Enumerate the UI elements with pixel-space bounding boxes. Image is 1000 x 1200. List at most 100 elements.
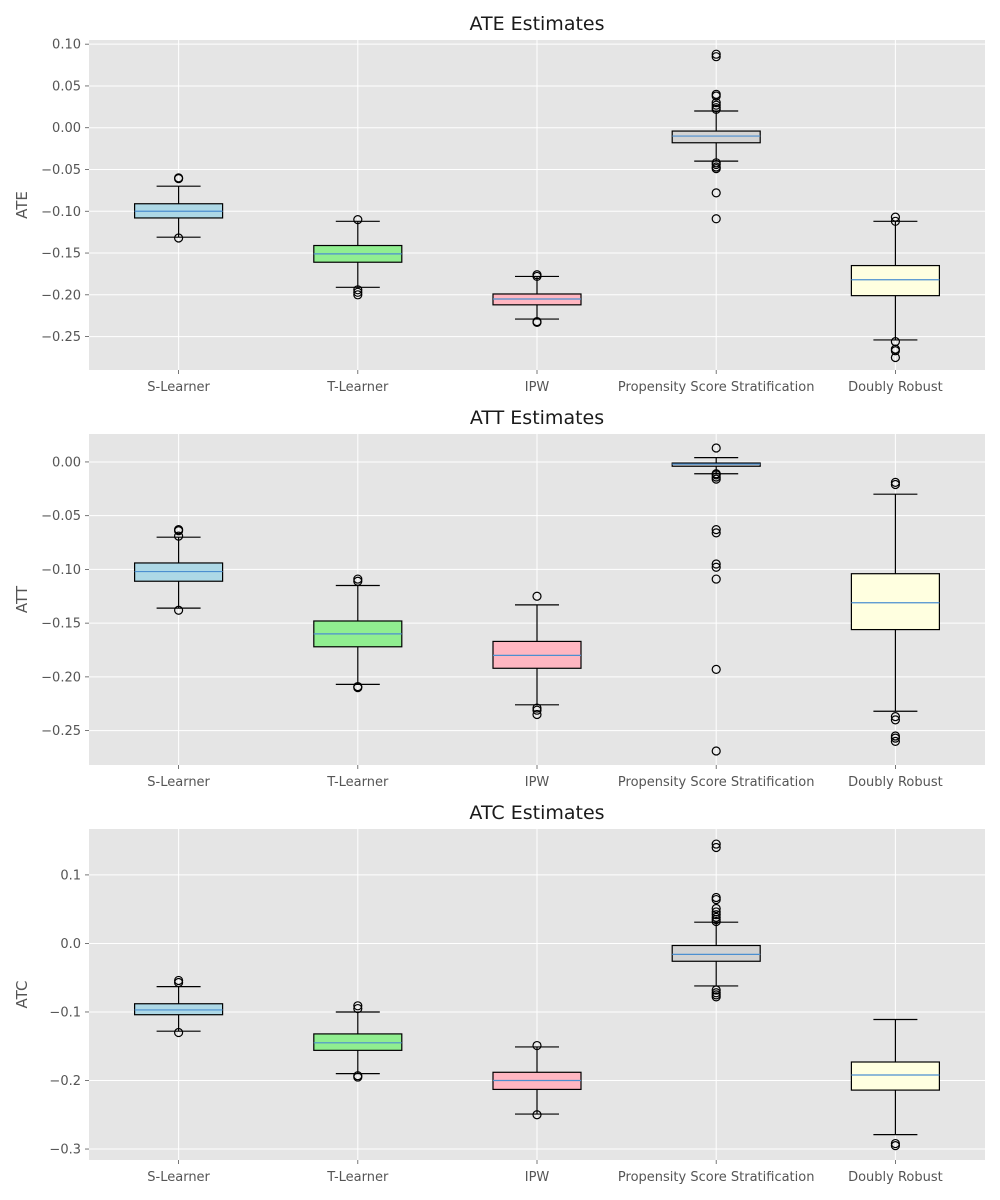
y-tick-label: −0.2 <box>49 1074 81 1089</box>
x-tick-label: IPW <box>525 1170 550 1185</box>
y-tick-label: −0.1 <box>49 1005 81 1020</box>
box-s-learner <box>134 525 224 615</box>
iqr-box <box>134 1003 224 1016</box>
outlier-point <box>532 317 542 327</box>
outlier-point <box>890 352 901 363</box>
outlier-point <box>711 525 721 535</box>
y-tick-label: −0.05 <box>41 163 81 178</box>
outlier-point <box>174 233 184 243</box>
x-tick-label: Doubly Robust <box>848 380 943 395</box>
y-axis-label: ATT <box>13 585 31 613</box>
outlier-point <box>532 1040 542 1051</box>
x-tick-label: Propensity Score Stratification <box>618 380 815 395</box>
outlier-point <box>353 683 363 693</box>
outlier-point <box>711 159 721 170</box>
y-tick-label: −0.10 <box>41 205 81 220</box>
y-tick-label: −0.10 <box>41 563 81 578</box>
outlier-point <box>174 526 184 536</box>
box-doubly-robust <box>850 212 941 363</box>
x-tick-label: T-Learner <box>326 775 389 790</box>
outlier-point <box>711 562 721 572</box>
x-tick-label: IPW <box>525 380 550 395</box>
outlier-point <box>353 1072 363 1082</box>
outlier-point <box>890 479 901 490</box>
x-tick-label: Doubly Robust <box>848 1170 943 1185</box>
box-doubly-robust <box>850 477 941 746</box>
x-tick-label: T-Learner <box>326 380 389 395</box>
outlier-point <box>353 287 363 297</box>
outlier-point <box>890 1141 901 1151</box>
y-axis-label: ATE <box>13 191 31 219</box>
outlier-point <box>890 733 901 743</box>
box-ipw <box>492 270 582 327</box>
outlier-point <box>890 346 901 356</box>
y-tick-label: −0.25 <box>41 330 81 345</box>
x-tick-label: T-Learner <box>326 1170 389 1185</box>
outlier-point <box>890 715 901 725</box>
outlier-point <box>532 1110 542 1120</box>
outlier-point <box>711 91 721 101</box>
outlier-point <box>711 992 721 1002</box>
outlier-point <box>174 1027 184 1038</box>
outlier-point <box>711 839 721 849</box>
subplot-title: ATE Estimates <box>470 13 605 35</box>
subplot-ate: 0.10 0.05 0.00 −0.05 −0.10 −0.15 −0.20 −0.25 S-L… <box>13 13 985 395</box>
y-tick-label: −0.05 <box>41 509 81 524</box>
box-t-learner <box>313 574 403 693</box>
outlier-point <box>711 985 721 995</box>
x-tick-label: S-Learner <box>147 775 210 790</box>
box-s-learner <box>134 173 224 243</box>
outlier-point <box>711 664 721 674</box>
outlier-point <box>532 271 542 282</box>
outlier-point <box>890 736 901 746</box>
iqr-box <box>850 264 941 297</box>
iqr-box <box>671 130 761 144</box>
iqr-box <box>850 1061 941 1091</box>
x-tick-label: S-Learner <box>147 1170 210 1185</box>
y-tick-label: −0.3 <box>49 1143 81 1158</box>
outlier-point <box>711 52 721 62</box>
box-t-learner <box>313 1001 403 1082</box>
box-propensity-score-stratification <box>671 839 761 1002</box>
y-tick-label: −0.25 <box>41 724 81 739</box>
outlier-point <box>532 705 542 715</box>
subplot-atc: 0.1 0.0 −0.1 −0.2 −0.3 S-Learner T-Learner IPW P… <box>13 802 985 1185</box>
outlier-point <box>711 559 721 569</box>
outlier-point <box>174 531 184 541</box>
outlier-point <box>711 188 721 198</box>
outlier-point <box>174 977 184 988</box>
outlier-point <box>890 212 901 222</box>
outlier-point <box>711 49 721 59</box>
y-tick-label: 0.1 <box>60 868 81 883</box>
outlier-point <box>353 576 363 586</box>
outlier-point <box>711 98 721 108</box>
outlier-point <box>711 746 721 756</box>
outlier-point <box>711 574 721 584</box>
outlier-point <box>353 215 363 225</box>
box-propensity-score-stratification <box>671 443 761 756</box>
y-tick-label: 0.00 <box>52 455 81 470</box>
x-tick-label: S-Learner <box>147 380 210 395</box>
outlier-point <box>532 591 542 601</box>
iqr-box <box>313 1033 403 1051</box>
outlier-point <box>711 443 721 453</box>
outlier-point <box>174 174 184 184</box>
box-ipw <box>492 1040 582 1120</box>
outlier-point <box>711 104 721 114</box>
outlier-point <box>711 894 721 905</box>
outlier-point <box>711 474 721 484</box>
outlier-point <box>711 528 721 538</box>
y-tick-label: 0.05 <box>52 79 81 94</box>
outlier-point <box>711 100 721 110</box>
outlier-point <box>890 216 901 226</box>
outlier-point <box>353 1003 363 1014</box>
outlier-point <box>711 916 721 927</box>
box-propensity-score-stratification <box>671 49 761 224</box>
y-tick-label: 0.10 <box>52 38 81 53</box>
y-tick-label: −0.20 <box>41 288 81 303</box>
x-tick-label: Propensity Score Stratification <box>618 1170 815 1185</box>
outlier-point <box>353 285 363 295</box>
y-tick-label: −0.15 <box>41 247 81 262</box>
outlier-point <box>711 842 721 853</box>
outlier-point <box>174 605 184 615</box>
